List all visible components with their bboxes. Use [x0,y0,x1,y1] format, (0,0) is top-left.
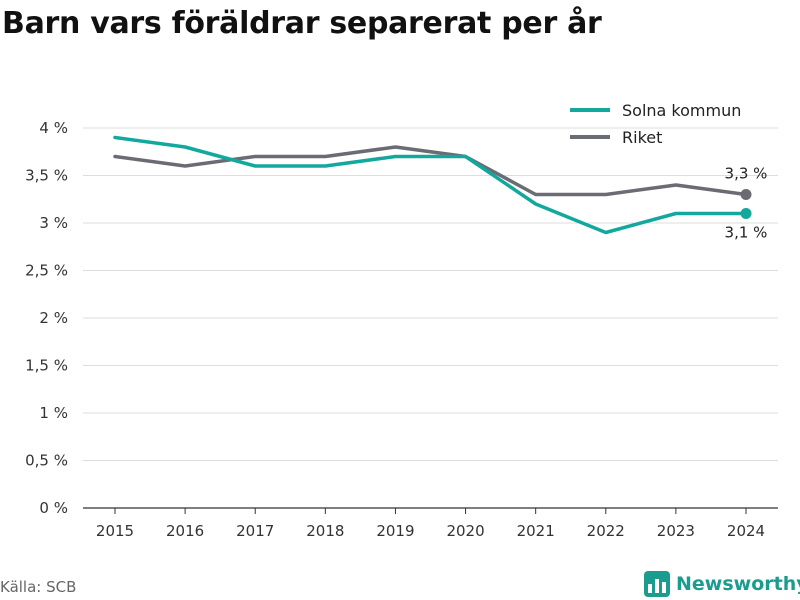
series-line [113,145,748,197]
x-tick-label: 2020 [446,522,484,540]
y-tick-label: 0 % [39,499,68,517]
x-tick-label: 2022 [587,522,625,540]
x-tick-label: 2021 [517,522,555,540]
data-labels: 3,1 % 3,3 % [725,165,768,242]
source-note: Källa: SCB [0,578,77,596]
brand-name: Newsworthy [676,573,800,595]
x-tick-label: 2017 [236,522,274,540]
y-tick-label: 3,5 % [25,167,68,185]
legend: Solna kommun Riket [570,101,741,147]
x-tick-label: 2019 [376,522,414,540]
y-tick-label: 3 % [39,214,68,232]
chart-title: Barn vars föräldrar separerat per år [2,6,602,41]
x-tick-label: 2018 [306,522,344,540]
x-tick-label: 2016 [166,522,204,540]
grid-lines [83,127,778,461]
end-value-label: 3,3 % [725,165,768,183]
y-tick-label: 4 % [39,119,68,137]
brand-logo[interactable]: Newsworthy [644,570,800,598]
x-tick-label: 2024 [727,522,765,540]
x-tick-label: 2023 [657,522,695,540]
series-endpoints [740,189,752,219]
series-endpoint [740,189,752,200]
newsworthy-logo-icon [644,571,670,597]
y-tick-label: 0,5 % [25,452,68,470]
y-axis-ticks: 0 % 0,5 % 1 % 1,5 % 2 % 2,5 % 3 % 3,5 % 4 % [25,119,68,517]
y-tick-label: 1 % [39,404,68,422]
series-line [113,135,748,235]
end-value-label: 3,1 % [725,224,768,242]
series-endpoint [740,208,752,219]
x-tick-label: 2015 [96,522,134,540]
legend-label: Riket [622,128,662,147]
legend-label: Solna kommun [622,101,741,120]
y-tick-label: 2,5 % [25,262,68,280]
y-tick-label: 2 % [39,309,68,327]
y-tick-label: 1,5 % [25,357,68,375]
x-axis: 2015 2016 2017 2018 2019 2020 2021 2022 2023 2024 [83,507,778,540]
series-lines [113,135,748,235]
